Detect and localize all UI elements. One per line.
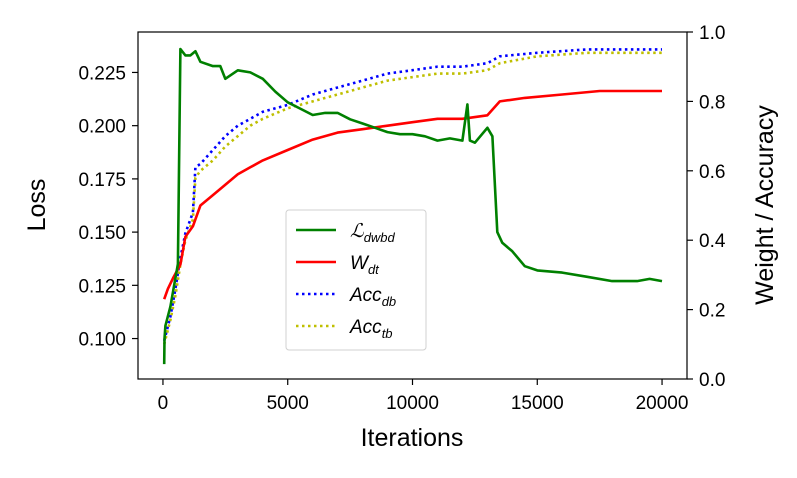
legend-label: Acctb [349, 317, 393, 341]
y-right-tick-label: 0.0 [699, 370, 725, 391]
series-line-l-dwbd [162, 47, 663, 365]
x-tick-label: 0 [158, 393, 169, 414]
x-tick-label: 20000 [636, 393, 689, 414]
y-left-axis-title: Loss [23, 179, 51, 232]
legend-box [285, 209, 427, 351]
x-tick-label: 5000 [267, 393, 309, 414]
y-left-axis-ticks: 0.100 0.125 0.150 0.175 0.200 0.225 [78, 63, 138, 351]
y-right-tick-label: 0.4 [699, 231, 726, 252]
y-left-tick-label: 0.200 [78, 117, 126, 138]
y-right-tick-label: 0.8 [699, 92, 725, 113]
y-right-axis-ticks: 0.0 0.2 0.4 0.6 0.8 1.0 [687, 23, 726, 391]
legend-label: ℒdwbd [350, 221, 396, 245]
legend-label: Accdb [349, 285, 396, 309]
y-left-tick-label: 0.225 [78, 63, 126, 84]
y-left-tick-label: 0.150 [78, 223, 126, 244]
y-left-tick-label: 0.125 [78, 276, 126, 297]
series-line-acc-db [162, 48, 662, 342]
x-tick-label: 10000 [386, 393, 439, 414]
x-axis-ticks: 0 5000 10000 15000 20000 [158, 379, 689, 414]
legend: ℒdwbd Wdt Accdb Acctb [285, 209, 427, 351]
y-right-axis-title: Weight / Accuracy [751, 105, 779, 305]
series-line-w-dt [162, 89, 662, 300]
y-left-tick-label: 0.100 [78, 330, 126, 351]
y-right-tick-label: 0.2 [699, 301, 725, 322]
y-left-tick-label: 0.175 [78, 170, 126, 191]
x-tick-label: 15000 [511, 393, 564, 414]
legend-label: Wdt [350, 253, 380, 277]
x-axis-title: Iterations [361, 424, 464, 452]
y-right-tick-label: 1.0 [699, 23, 725, 44]
y-right-tick-label: 0.6 [699, 162, 725, 183]
series-layer [162, 47, 663, 365]
